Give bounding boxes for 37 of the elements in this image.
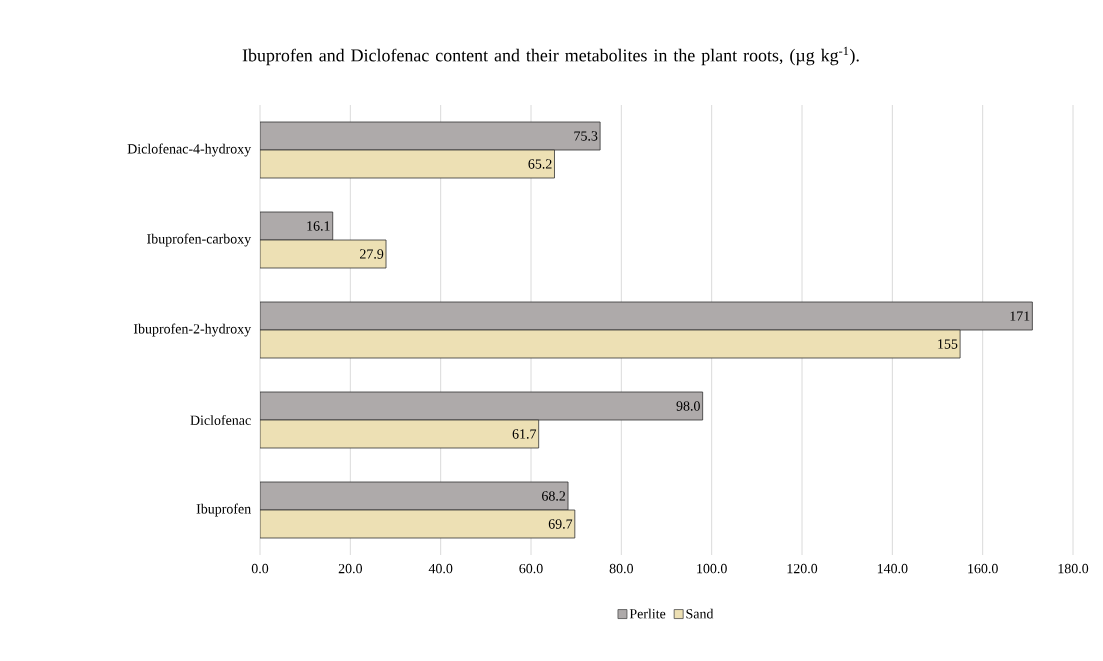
- bar: [260, 121, 601, 151]
- x-tick-label: 120.0: [787, 563, 818, 574]
- x-tick-label: 80.0: [609, 563, 634, 574]
- data-label: 16.1: [307, 221, 330, 231]
- x-tick-label: 20.0: [338, 563, 362, 574]
- data-label: 155: [938, 339, 958, 349]
- x-tick-label: 60.0: [519, 563, 543, 574]
- y-tick-label: Diclofenac: [190, 415, 251, 425]
- x-tick-label: 40.0: [428, 563, 453, 574]
- bar: [260, 329, 961, 359]
- bar: [260, 481, 569, 511]
- x-tick-label: 100.0: [697, 563, 727, 574]
- x-tick-label: 160.0: [968, 563, 998, 574]
- bar: [260, 419, 540, 449]
- data-label: 69.7: [548, 519, 573, 529]
- bar: [260, 239, 387, 269]
- data-label: 27.9: [360, 249, 384, 259]
- y-tick-label: Ibuprofen-2-hydroxy: [133, 323, 252, 337]
- bar: [260, 509, 576, 539]
- data-label: 171: [1010, 311, 1030, 321]
- bar: [260, 301, 1033, 331]
- data-label: 68.2: [542, 491, 566, 501]
- legend-label: Sand: [686, 608, 714, 619]
- x-tick-label: 140.0: [877, 563, 908, 574]
- x-tick-label: 180.0: [1058, 563, 1089, 574]
- data-label: 75.3: [574, 131, 598, 141]
- data-label: 98.0: [676, 401, 700, 411]
- data-label: 61.7: [512, 429, 537, 439]
- y-tick-label: Ibuprofen-carboxy: [147, 233, 252, 247]
- bar: [260, 391, 704, 421]
- y-tick-label: Ibuprofen: [196, 503, 251, 517]
- data-label: 65.2: [528, 159, 552, 169]
- y-tick-label: Diclofenac-4-hydroxy: [127, 143, 252, 157]
- chart-title: Ibuprofen and Diclofenac content and their metabolites in the plant roots, (µg kg$^{-1}$).: [242, 46, 859, 66]
- x-tick-label: 0.0: [251, 563, 269, 574]
- bar: [260, 149, 555, 179]
- legend-label: Perlite: [629, 608, 666, 619]
